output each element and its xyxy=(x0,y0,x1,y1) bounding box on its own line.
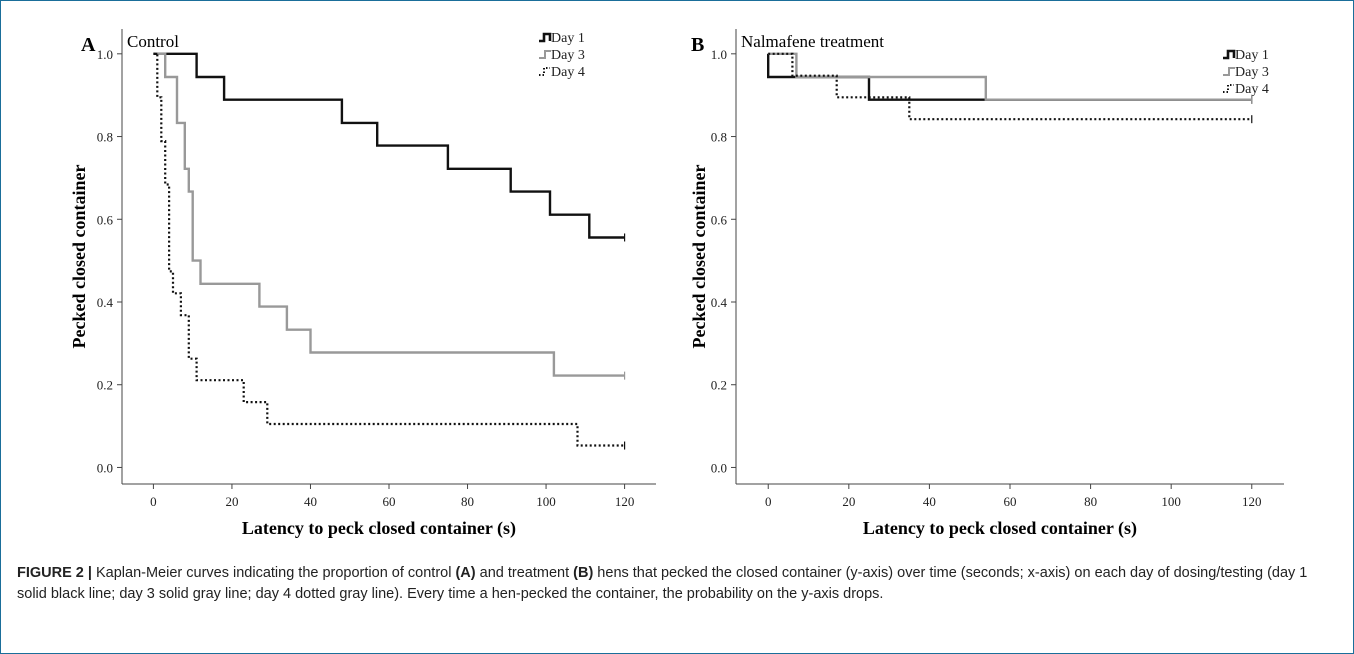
y-tick-label: 0.8 xyxy=(711,130,727,145)
caption-text-2: and treatment xyxy=(475,565,574,581)
legend-swatch xyxy=(1223,67,1235,76)
x-tick-label: 80 xyxy=(461,494,474,509)
legend-swatch xyxy=(539,67,550,76)
legend-swatch xyxy=(539,32,552,43)
caption-text-3: hens that pecked the closed container (y… xyxy=(17,565,1308,602)
x-tick-label: 60 xyxy=(1004,494,1017,509)
y-axis-label: Pecked closed container xyxy=(69,165,89,349)
legend-label: Day 1 xyxy=(551,31,585,46)
x-tick-label: 60 xyxy=(383,494,396,509)
x-tick-label: 100 xyxy=(536,494,556,509)
x-tick-label: 120 xyxy=(615,494,635,509)
series-line-day-4 xyxy=(768,52,1252,121)
panel-a: A Control 0 20 40 60 80 100 120 0.0 0.2 0.4 0.6 0.8 1.… xyxy=(69,29,656,539)
x-tick-label: 0 xyxy=(765,494,772,509)
y-tick-label: 1.0 xyxy=(711,47,727,62)
y-tick-label: 0.6 xyxy=(711,212,728,227)
legend-label: Day 4 xyxy=(1235,82,1269,97)
series-line-day-4 xyxy=(153,52,625,447)
figure-caption: FIGURE 2 | Kaplan-Meier curves indicatin… xyxy=(17,563,1337,605)
series-line-day-3 xyxy=(768,52,1252,101)
y-tick-label: 0.6 xyxy=(97,212,114,227)
panel-letter: A xyxy=(81,34,96,56)
kaplan-meier-figure: A Control 0 20 40 60 80 100 120 0.0 0.2 0.4 0.6 0.8 1.… xyxy=(69,29,1284,539)
legend-label: Day 3 xyxy=(1235,65,1269,80)
caption-text-1: Kaplan-Meier curves indicating the propo… xyxy=(91,565,456,581)
x-tick-label: 20 xyxy=(225,494,238,509)
x-tick-label: 120 xyxy=(1242,494,1262,509)
y-tick-label: 0.8 xyxy=(97,130,113,145)
x-tick-label: 100 xyxy=(1161,494,1181,509)
panel-title: Nalmafene treatment xyxy=(741,32,884,51)
legend-swatch xyxy=(1223,84,1234,93)
y-tick-label: 0.2 xyxy=(97,378,113,393)
y-tick-label: 1.0 xyxy=(97,47,113,62)
legend-swatch xyxy=(1223,49,1236,60)
y-tick-label: 0.0 xyxy=(711,460,727,475)
legend-label: Day 1 xyxy=(1235,48,1269,63)
y-axis-label: Pecked closed container xyxy=(689,165,709,349)
y-tick-label: 0.4 xyxy=(97,295,114,310)
panel-b: B Nalmafene treatment 0 20 40 60 80 100 120 0.0 0.… xyxy=(689,29,1284,539)
legend-label: Day 3 xyxy=(551,48,585,63)
x-tick-label: 80 xyxy=(1084,494,1097,509)
y-tick-label: 0.2 xyxy=(711,378,727,393)
x-tick-label: 40 xyxy=(304,494,317,509)
panel-title: Control xyxy=(127,32,179,51)
caption-label: FIGURE 2 | xyxy=(17,565,92,581)
legend-swatch xyxy=(539,50,551,59)
y-tick-label: 0.4 xyxy=(711,295,728,310)
series-line-day-3 xyxy=(157,52,625,377)
panel-letter: B xyxy=(691,34,704,56)
x-tick-label: 20 xyxy=(842,494,855,509)
x-axis-label: Latency to peck closed container (s) xyxy=(863,518,1137,539)
y-tick-label: 0.0 xyxy=(97,460,113,475)
x-axis-label: Latency to peck closed container (s) xyxy=(242,518,516,539)
caption-panel-b: (B) xyxy=(573,565,594,581)
series-line-day-1 xyxy=(153,52,625,239)
legend-label: Day 4 xyxy=(551,65,585,80)
x-tick-label: 0 xyxy=(150,494,157,509)
caption-panel-a: (A) xyxy=(455,565,476,581)
x-tick-label: 40 xyxy=(923,494,936,509)
